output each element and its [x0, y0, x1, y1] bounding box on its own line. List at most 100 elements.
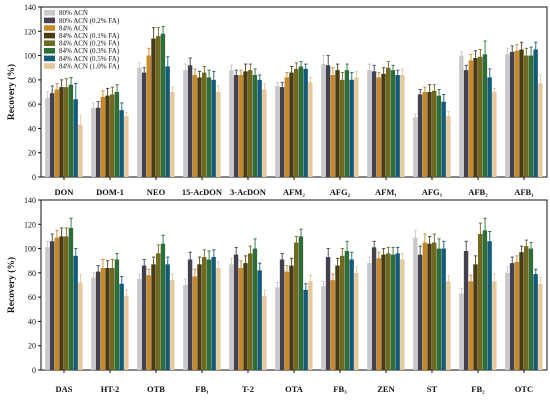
- bar: [321, 64, 326, 177]
- y-axis-label: Recovery (%): [6, 257, 17, 313]
- category-label: ZEN: [377, 384, 395, 394]
- bar: [187, 259, 193, 370]
- bar: [349, 79, 354, 177]
- category-label: AFM₁: [375, 187, 397, 197]
- bar: [202, 257, 207, 370]
- bar: [100, 268, 105, 370]
- bar: [505, 54, 510, 177]
- bar: [335, 265, 340, 370]
- bar: [91, 277, 96, 370]
- category-label: FB₁: [195, 384, 209, 394]
- bar: [436, 95, 442, 177]
- bar: [206, 259, 212, 370]
- bar: [482, 230, 488, 370]
- bar: [459, 293, 464, 370]
- bar: [248, 70, 253, 177]
- bar: [376, 258, 381, 370]
- bar: [473, 264, 478, 370]
- bar: [124, 116, 129, 177]
- bar: [243, 263, 248, 370]
- bar: [321, 286, 326, 370]
- bar: [528, 248, 534, 370]
- bar: [478, 234, 483, 370]
- bar: [294, 242, 299, 370]
- bar: [371, 247, 377, 370]
- bar: [151, 38, 156, 178]
- y-tick-label: 20: [28, 342, 36, 351]
- bar: [538, 83, 543, 177]
- bar: [151, 264, 156, 370]
- bar: [141, 72, 147, 177]
- legend-swatch: [44, 48, 55, 54]
- bar: [275, 85, 280, 177]
- bar: [262, 295, 267, 370]
- category-label: FB₃: [333, 384, 347, 394]
- legend-label: 80% ACN (0.2% FA): [59, 17, 120, 25]
- bar: [325, 257, 331, 370]
- bar: [330, 75, 335, 177]
- bar: [528, 55, 534, 178]
- chart-panel-top: 0 20 40 60 80 100 120 140 Recovery (%) DON DOM-1 NE…: [6, 3, 548, 197]
- y-tick-label: 80: [28, 76, 36, 85]
- bar: [160, 33, 166, 177]
- bar: [505, 272, 510, 370]
- bar: [335, 70, 340, 177]
- bar: [390, 254, 396, 370]
- y-tick-label: 60: [28, 100, 36, 109]
- bar: [105, 268, 110, 370]
- chart-panel-bottom: 0 20 40 60 80 100 120 140 Recovery (%) DAS HT-2 OTB…: [6, 196, 548, 394]
- bar: [325, 65, 331, 177]
- bar: [492, 281, 497, 370]
- bar: [262, 89, 267, 177]
- category-label: FB₂: [471, 384, 485, 394]
- bar: [308, 281, 313, 370]
- bar: [284, 271, 289, 370]
- bar: [279, 259, 285, 370]
- bar: [192, 75, 197, 177]
- bar: [238, 268, 243, 370]
- bar: [284, 77, 289, 177]
- bar: [432, 90, 437, 177]
- y-axis-label: Recovery (%): [6, 64, 17, 120]
- bar: [354, 272, 359, 370]
- bar: [344, 70, 350, 177]
- bar: [294, 68, 299, 177]
- legend-label: 84% ACN (0.2% FA): [59, 40, 120, 48]
- legend-swatch: [44, 63, 55, 69]
- bar: [386, 253, 391, 370]
- legend-swatch: [44, 17, 55, 24]
- bar: [509, 263, 515, 370]
- y-tick-label: 100: [24, 245, 36, 254]
- bar: [400, 259, 405, 370]
- bar: [289, 265, 294, 370]
- y-tick-label: 140: [24, 196, 36, 205]
- bar: [427, 243, 432, 370]
- legend-swatch: [44, 32, 55, 39]
- bar: [298, 236, 304, 370]
- bar: [344, 251, 350, 370]
- bar: [206, 77, 212, 177]
- legend-label: 84% ACN: [59, 24, 88, 32]
- bar: [137, 278, 142, 370]
- legend-swatch: [44, 55, 55, 62]
- bar: [478, 56, 483, 177]
- bar: [68, 84, 74, 177]
- bar: [298, 66, 304, 177]
- category-label: ST: [427, 384, 438, 394]
- bar: [238, 75, 243, 177]
- bar: [233, 254, 239, 370]
- bar: [413, 117, 418, 177]
- category-label: DOM-1: [96, 187, 124, 197]
- category-label: HT-2: [101, 384, 120, 394]
- bar: [422, 92, 427, 177]
- bar: [514, 261, 519, 370]
- bar: [468, 281, 473, 370]
- bar: [216, 268, 221, 370]
- bar: [183, 285, 188, 370]
- bar: [432, 242, 437, 370]
- bar: [441, 248, 446, 370]
- y-tick-label: 20: [28, 149, 36, 158]
- bar: [95, 271, 101, 370]
- legend-label: 80% ACN: [59, 9, 88, 17]
- bar: [91, 107, 96, 177]
